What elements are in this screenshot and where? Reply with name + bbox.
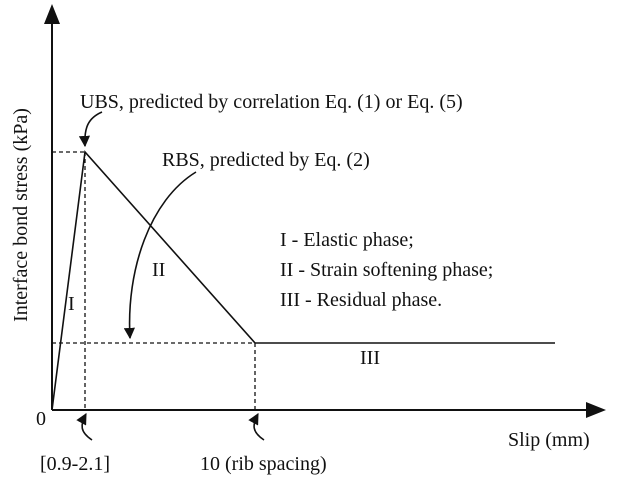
- ubs-label: UBS, predicted by correlation Eq. (1) or…: [80, 91, 463, 113]
- peak-slip-label: [0.9-2.1]: [40, 453, 110, 475]
- phase-label: I: [68, 293, 75, 315]
- residual-slip-arrow: [248, 413, 265, 441]
- bond-slip-curve: [51, 150, 555, 411]
- peak-slip-arrow: [76, 413, 93, 441]
- x-axis-label: Slip (mm): [508, 429, 590, 451]
- origin-label: 0: [36, 408, 46, 430]
- phase-label: II: [152, 259, 165, 281]
- residual-slip-label: 10 (rib spacing): [200, 453, 327, 475]
- guide-lines: [52, 151, 256, 410]
- y-arrow: [44, 4, 60, 24]
- legend-entry: I - Elastic phase;: [280, 229, 414, 251]
- x-arrow: [586, 402, 606, 418]
- ubs-arrow: [78, 111, 103, 148]
- rbs-label: RBS, predicted by Eq. (2): [162, 149, 370, 171]
- legend-entry: II - Strain softening phase;: [280, 259, 493, 281]
- rbs-arrow: [123, 171, 197, 340]
- y-axis-label: Interface bond stress (kPa): [10, 108, 32, 322]
- legend-entry: III - Residual phase.: [280, 289, 442, 311]
- phase-label: III: [360, 347, 380, 369]
